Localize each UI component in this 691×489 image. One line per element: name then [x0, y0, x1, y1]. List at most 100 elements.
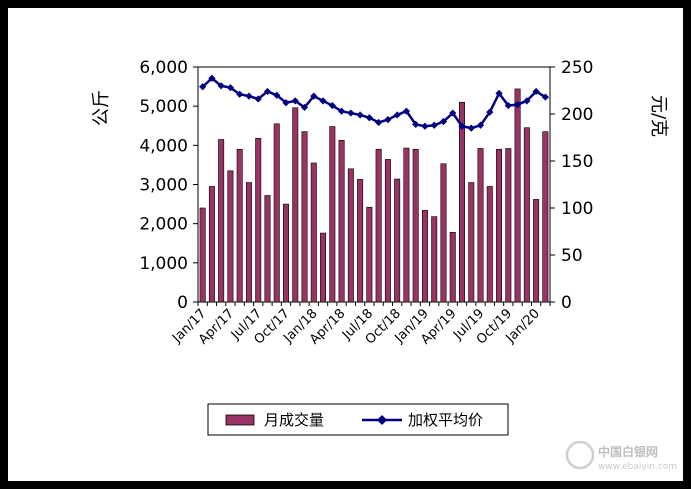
line-point	[282, 99, 290, 107]
bar	[357, 179, 364, 303]
bar	[394, 178, 401, 303]
bar	[514, 88, 521, 303]
line-point	[263, 87, 272, 96]
line-point	[226, 84, 235, 92]
bar	[375, 148, 382, 303]
line-point	[513, 101, 522, 109]
bar	[412, 148, 419, 303]
line-point	[384, 116, 392, 124]
line-point	[504, 101, 512, 110]
bar	[227, 170, 234, 303]
legend-label-price: 加权平均价	[408, 411, 483, 429]
line-point	[467, 124, 475, 132]
line-point	[532, 87, 540, 96]
line-point	[337, 107, 346, 115]
bar	[496, 148, 503, 303]
bar	[468, 182, 475, 303]
bar	[283, 203, 289, 303]
left-tick-label: 0	[177, 293, 188, 313]
legend-label-volume: 月成交量	[264, 411, 324, 429]
right-axis-title: 元/克	[648, 95, 669, 137]
line-point	[430, 121, 438, 129]
watermark-logo-icon	[565, 440, 595, 470]
line-point	[300, 103, 309, 112]
legend-box	[207, 403, 509, 436]
line-point	[236, 90, 244, 98]
line-point	[199, 83, 207, 91]
bar	[255, 137, 262, 303]
left-tick-label: 2,000	[139, 215, 188, 235]
line-point	[365, 114, 373, 122]
line-point	[291, 97, 299, 105]
bar	[236, 148, 243, 303]
combo-chart: 0 1,000 2,000 3,000 4,000 5,000 6,000 0 50 100 15…	[91, 58, 677, 472]
x-axis-ticks: Jan/17Apr/17Jul/17Oct/17Jan/18Apr/18Jul/…	[169, 302, 551, 348]
chart-frame: 0 1,000 2,000 3,000 4,000 5,000 6,000 0 50 100 15…	[8, 8, 683, 481]
bar	[403, 147, 410, 303]
right-axis-ticks: 0 50 100 150 200 250	[550, 58, 593, 313]
right-tick-label: 100	[561, 199, 593, 219]
line-point	[375, 118, 383, 127]
line-point	[486, 108, 494, 116]
line-point	[495, 89, 503, 97]
bar	[477, 148, 484, 303]
right-tick-label: 50	[561, 246, 583, 266]
legend-swatch-bar	[225, 414, 255, 426]
line-point	[273, 91, 281, 99]
bar	[505, 148, 512, 303]
left-tick-label: 5,000	[139, 97, 188, 117]
line-point	[310, 92, 318, 100]
bar	[208, 186, 215, 303]
bar	[199, 207, 206, 303]
right-tick-label: 250	[561, 58, 593, 78]
bar	[384, 159, 391, 303]
bar	[329, 126, 336, 303]
bar	[542, 131, 549, 303]
line-point	[347, 109, 355, 117]
right-tick-label: 150	[561, 152, 593, 172]
bar	[347, 168, 354, 303]
line-point	[449, 109, 457, 117]
bar	[245, 182, 252, 303]
line-point	[319, 97, 327, 105]
line-point	[523, 97, 531, 105]
line-point	[476, 121, 485, 129]
bar	[449, 231, 456, 303]
line-point	[458, 122, 466, 130]
bar	[218, 139, 225, 303]
bar	[338, 139, 345, 303]
bar	[421, 210, 428, 303]
watermark-name: 中国白银网	[598, 444, 658, 459]
right-tick-label: 0	[561, 293, 572, 313]
bar	[431, 216, 438, 303]
line-point	[245, 92, 253, 100]
bar	[310, 162, 317, 303]
watermark-url: www.ebaiyin.com	[598, 462, 677, 472]
bar	[292, 107, 299, 303]
bar	[523, 127, 530, 303]
bar	[273, 123, 280, 303]
line-point	[328, 101, 336, 110]
bar	[486, 186, 493, 303]
bar-series	[199, 88, 549, 303]
bar	[459, 101, 465, 303]
bar	[320, 232, 327, 303]
legend-swatch-marker	[377, 415, 387, 425]
left-axis-ticks: 0 1,000 2,000 3,000 4,000 5,000 6,000	[139, 58, 198, 313]
line-point	[208, 74, 216, 82]
line-point	[393, 111, 401, 119]
line-point	[421, 122, 429, 130]
bar	[301, 131, 308, 303]
watermark: 中国白银网 www.ebaiyin.com	[565, 440, 677, 472]
left-tick-label: 6,000	[139, 58, 188, 78]
legend: 月成交量 加权平均价	[207, 403, 509, 436]
line-point	[439, 117, 448, 126]
line-point	[217, 82, 225, 90]
left-tick-label: 4,000	[139, 136, 188, 156]
line-point	[356, 111, 364, 119]
bar	[533, 199, 540, 303]
line-point	[412, 120, 420, 128]
line-series	[199, 74, 549, 132]
bar	[440, 163, 447, 303]
line-point	[402, 107, 411, 115]
